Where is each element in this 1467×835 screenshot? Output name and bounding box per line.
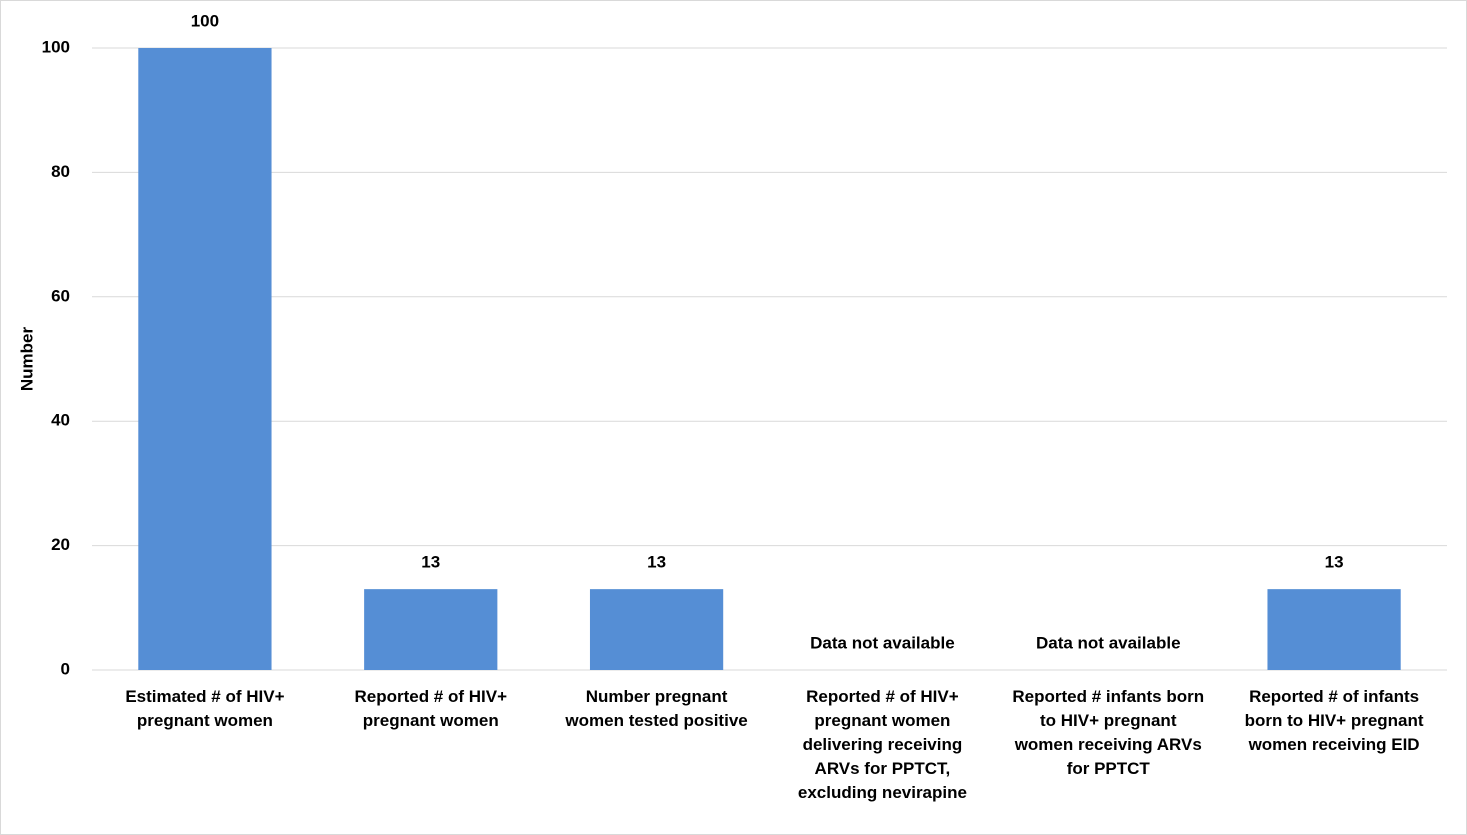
bar <box>364 589 498 670</box>
x-tick-label: Reported # of infants born to HIV+ pregna… <box>1245 687 1424 754</box>
x-tick-label: Number pregnant women tested positive <box>564 687 747 730</box>
data-label: 13 <box>647 553 666 572</box>
data-label: Data not available <box>810 633 955 652</box>
data-label: 100 <box>191 11 219 30</box>
y-tick-label: 100 <box>42 37 70 56</box>
y-tick-label: 0 <box>61 659 70 678</box>
y-tick-label: 20 <box>51 535 70 554</box>
x-tick-label: Reported # of HIV+ pregnant women <box>354 687 507 730</box>
y-tick-label: 80 <box>51 162 70 181</box>
bar <box>1267 589 1401 670</box>
y-tick-label: 40 <box>51 411 70 430</box>
data-label: 13 <box>1325 553 1344 572</box>
x-tick-label: Estimated # of HIV+ pregnant women <box>125 687 284 730</box>
data-label: Data not available <box>1036 633 1181 652</box>
x-tick-label: Reported # infants born to HIV+ pregnant w… <box>1012 687 1204 778</box>
y-tick-label: 60 <box>51 286 70 305</box>
x-tick-label: Reported # of HIV+ pregnant women deliveri… <box>798 687 967 802</box>
data-label: 13 <box>421 553 440 572</box>
bar <box>138 48 272 670</box>
y-axis-label: Number <box>17 327 36 392</box>
bar <box>589 589 724 670</box>
